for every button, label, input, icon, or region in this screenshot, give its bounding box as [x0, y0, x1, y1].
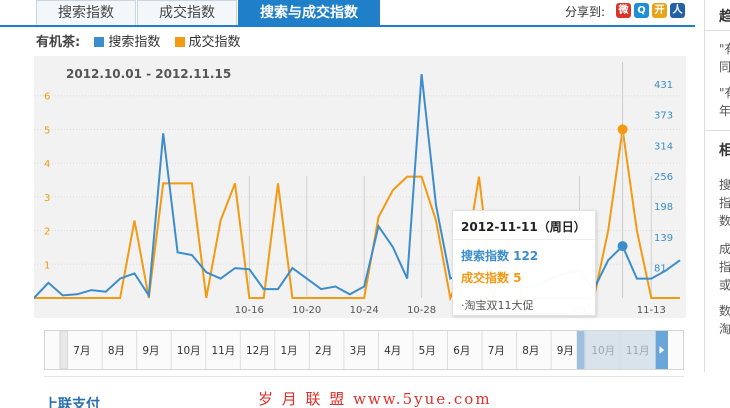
navigator-month-label: 2月 — [315, 345, 332, 357]
navigator-month-label: 1月 — [281, 345, 298, 357]
site-watermark: 岁 月 联 盟 www.5yue.com — [258, 390, 492, 408]
x-tick-label: 10-20 — [292, 305, 321, 316]
navigator-selection[interactable] — [580, 331, 659, 369]
renren-share-icon[interactable]: 人 — [670, 3, 685, 18]
navigator-month-label: 11月 — [211, 345, 235, 357]
right-tick-label: 198 — [654, 202, 673, 213]
deal-highlight-point — [617, 124, 628, 135]
share-label: 分享到: — [565, 5, 606, 19]
right-panel-text: 或 — [719, 278, 730, 292]
chevron-right-icon — [659, 346, 665, 354]
right-panel-text: 指 — [719, 196, 730, 210]
right-panel-text: "有 — [719, 86, 730, 100]
navigator-month-label: 8月 — [522, 345, 539, 357]
right-tick-label: 81 — [654, 264, 667, 275]
chart-date-range: 2012.10.01 - 2012.11.15 — [66, 67, 231, 81]
navigator-month-labels: 7月8月9月10月11月12月1月2月3月4月5月6月7月8月9月10月11月 — [67, 331, 650, 369]
tab-deal-index[interactable]: 成交指数 — [137, 0, 237, 25]
left-axis-ticks: 1 2 3 4 5 6 — [44, 92, 50, 272]
navigator-month-label: 3月 — [350, 345, 367, 357]
navigator-month-label: 9月 — [557, 345, 574, 357]
right-panel-text: 同 — [719, 60, 730, 74]
navigator-month-label: 9月 — [142, 345, 159, 357]
right-panel-text: 搜 — [719, 178, 730, 192]
tooltip-search-value: 搜索指数 122 — [461, 249, 539, 263]
navigator-month-label: 6月 — [453, 345, 470, 357]
right-panel-text: 淘 — [719, 322, 730, 336]
right-panel-heading: 趋 — [719, 6, 730, 26]
search-highlight-point — [617, 241, 628, 252]
chart-legend: 有机茶: 搜索指数 成交指数 — [36, 34, 241, 52]
right-panel-heading: 相 — [719, 140, 730, 160]
navigator-month-label: 12月 — [246, 345, 270, 357]
weibo-share-icon[interactable]: 微 — [616, 3, 631, 18]
chart-tooltip: 2012-11-11（周日） 搜索指数 122 成交指数 5 ·淘宝双11大促 — [452, 210, 596, 316]
deal-legend-label[interactable]: 成交指数 — [188, 35, 241, 50]
x-tick-label: 10-28 — [407, 305, 436, 316]
qzone-share-icon[interactable]: Q — [634, 3, 649, 18]
navigator-selection-left-handle[interactable] — [576, 331, 585, 369]
right-tick-label: 431 — [654, 80, 673, 91]
left-tick-label: 2 — [44, 227, 50, 238]
x-tick-label: 10-24 — [350, 305, 379, 316]
navigator-month-label: 7月 — [73, 345, 90, 357]
right-panel-text: 年 — [719, 104, 730, 118]
right-panel-text: 数 — [719, 214, 730, 228]
right-panel-text: 成 — [719, 242, 730, 256]
left-tick-label: 1 — [44, 260, 50, 271]
right-tick-label: 314 — [654, 141, 673, 152]
tooltip-date: 2012-11-11（周日） — [461, 220, 586, 234]
navigator-month-label: 7月 — [488, 345, 505, 357]
kaixin-share-icon[interactable]: 开 — [652, 3, 667, 18]
tooltip-event: ·淘宝双11大促 — [461, 299, 534, 312]
left-tick-label: 5 — [44, 125, 50, 136]
tooltip-deal-value: 成交指数 5 — [461, 271, 522, 285]
navigator-month-label: 8月 — [108, 345, 125, 357]
right-panel-text: "有 — [719, 42, 730, 56]
right-panel-divider — [705, 130, 730, 131]
navigator-left-handle[interactable] — [59, 331, 69, 369]
navigator-month-label: 4月 — [384, 345, 401, 357]
tooltip-divider — [453, 239, 595, 240]
navigator-month-label: 10月 — [177, 345, 201, 357]
right-tick-label: 373 — [654, 110, 673, 121]
search-legend-swatch — [94, 36, 105, 47]
tab-search-and-deal-index[interactable]: 搜索与成交指数 — [238, 0, 380, 25]
right-panel-text: 指 — [719, 260, 730, 274]
footer-section-title: 上联支付 — [44, 397, 100, 408]
right-tick-label: 256 — [654, 172, 673, 183]
timeline-navigator[interactable]: 7月8月9月10月11月12月1月2月3月4月5月6月7月8月9月10月11月 — [44, 330, 684, 370]
chart-tab-bar: 搜索指数 成交指数 搜索与成交指数 — [0, 0, 695, 27]
tab-search-index[interactable]: 搜索指数 — [36, 0, 136, 25]
x-tick-label: 11-13 — [637, 305, 666, 316]
search-legend-label[interactable]: 搜索指数 — [108, 35, 161, 50]
x-tick-label: 10-16 — [235, 305, 264, 316]
right-panel-text: 数 — [719, 304, 730, 318]
right-tick-label: 139 — [654, 233, 673, 244]
deal-legend-swatch — [174, 36, 185, 47]
left-tick-label: 4 — [44, 159, 50, 170]
footer-divider — [44, 376, 684, 377]
left-tick-label: 6 — [44, 92, 50, 103]
product-name: 有机茶: — [36, 35, 81, 50]
left-tick-label: 3 — [44, 193, 50, 204]
right-axis-ticks: 81 139 198 256 314 373 431 — [654, 80, 673, 275]
right-panel-divider — [705, 30, 730, 31]
navigator-month-label: 5月 — [419, 345, 436, 357]
right-side-panel: 趋 "有 同 "有 年 相 搜 指 数 成 指 或 数 淘 — [704, 0, 730, 372]
